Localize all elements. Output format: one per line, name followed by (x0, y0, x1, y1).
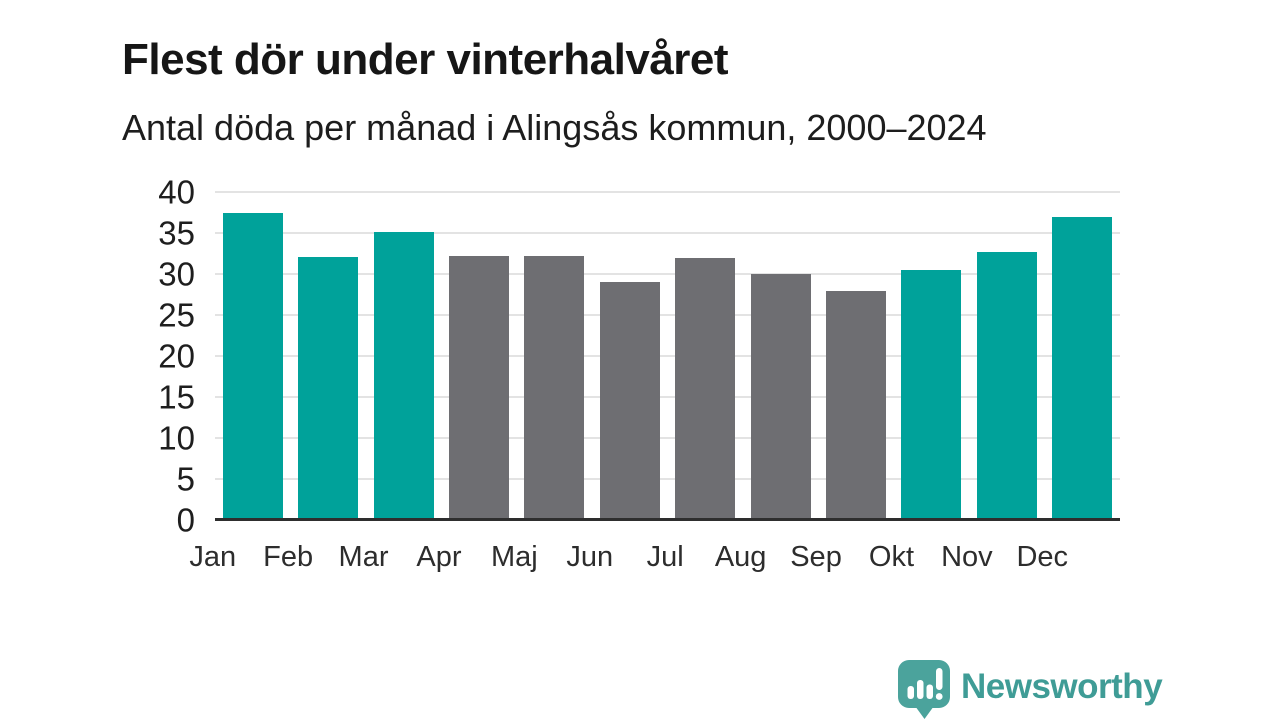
chart-subtitle: Antal döda per månad i Alingsås kommun, … (122, 107, 987, 148)
x-axis-tick-label-mar: Mar (338, 541, 389, 573)
gridline (215, 273, 1120, 275)
bar-dec (1052, 216, 1113, 520)
x-axis-tick-label-nov: Nov (941, 541, 993, 573)
bar-okt (901, 269, 962, 520)
bar-jul (675, 258, 736, 520)
newsworthy-speech-bubble-bar-chart-icon (897, 659, 951, 720)
gridline (215, 355, 1120, 357)
y-axis-tick-label: 35 (158, 214, 195, 252)
y-axis-tick-label: 15 (158, 378, 195, 416)
x-axis-tick-label-jan: Jan (189, 541, 237, 573)
x-axis-baseline (215, 518, 1120, 521)
bar-jun (599, 282, 660, 520)
bar-feb (298, 256, 359, 520)
bar-sep (826, 291, 887, 520)
y-axis-tick-label: 0 (176, 501, 195, 539)
x-axis-tick-label-maj: Maj (491, 541, 538, 573)
x-axis-tick-label-okt: Okt (868, 541, 915, 573)
newsworthy-wordmark: Newsworthy (961, 667, 1163, 706)
y-axis-tick-label: 40 (158, 173, 195, 211)
gridline (215, 396, 1120, 398)
x-axis-tick-label-jul: Jul (646, 541, 684, 573)
bar-maj (524, 255, 585, 520)
x-axis-tick-label-sep: Sep (790, 541, 842, 573)
page-title: Flest dör under vinterhalvåret (122, 35, 729, 85)
bar-aug (750, 274, 811, 520)
x-axis-tick-label-jun: Jun (566, 541, 614, 573)
y-axis-tick-label: 20 (158, 337, 195, 375)
gridline (215, 314, 1120, 316)
x-axis-tick-label-feb: Feb (263, 541, 314, 573)
bar-apr (448, 255, 509, 520)
y-axis-tick-label: 10 (158, 419, 195, 457)
gridline (215, 478, 1120, 480)
x-axis-tick-label-apr: Apr (416, 541, 462, 573)
y-axis-tick-label: 30 (158, 255, 195, 293)
gridline (215, 437, 1120, 439)
bar-jan (222, 213, 283, 520)
x-axis-tick-label-dec: Dec (1016, 541, 1069, 573)
bar-nov (976, 251, 1037, 520)
newsworthy-logo: Newsworthy (897, 659, 1163, 720)
gridline (215, 232, 1120, 234)
y-axis-tick-label: 5 (176, 460, 195, 498)
gridline (215, 191, 1120, 193)
bar-mar (373, 232, 434, 520)
y-axis-tick-label: 25 (158, 296, 195, 334)
x-axis-tick-label-aug: Aug (714, 541, 767, 573)
